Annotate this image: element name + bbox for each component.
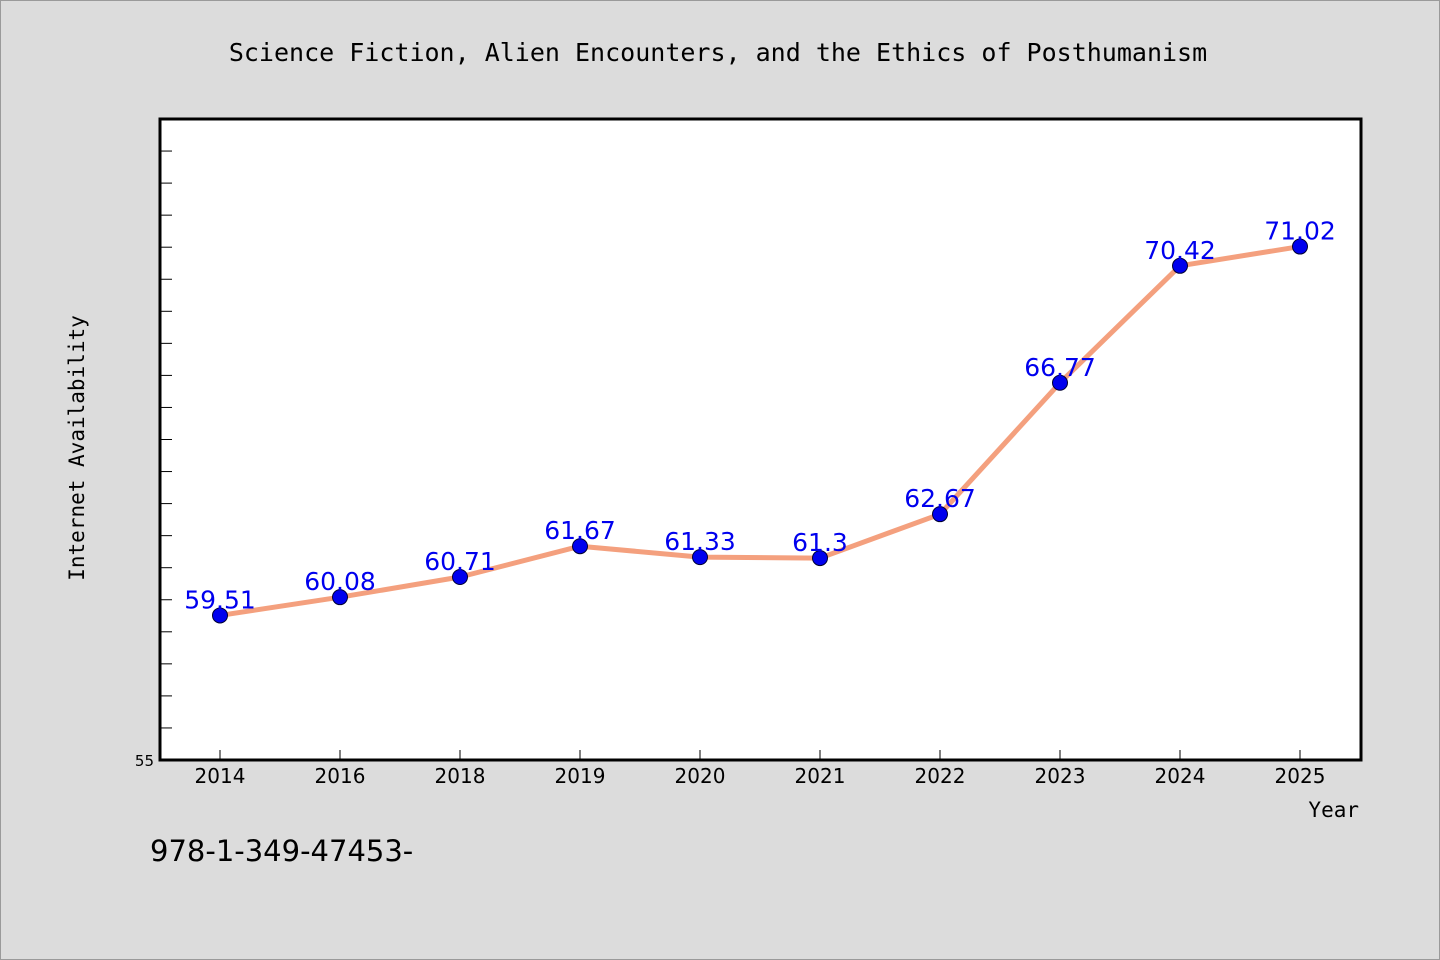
x-tick-label: 2014 bbox=[195, 764, 246, 788]
data-point bbox=[332, 589, 348, 606]
x-axis-label: Year bbox=[1308, 798, 1359, 822]
x-tick-label: 2025 bbox=[1275, 764, 1326, 788]
x-tick-label: 2021 bbox=[795, 764, 846, 788]
data-point bbox=[932, 506, 948, 523]
x-tick-label: 2020 bbox=[675, 764, 726, 788]
data-label: 60.08 bbox=[304, 567, 376, 596]
data-label: 61.33 bbox=[664, 527, 736, 556]
data-label: 61.67 bbox=[544, 516, 616, 545]
y-axis-label: Internet Availability bbox=[65, 315, 89, 581]
series-points bbox=[212, 238, 1308, 624]
data-label: 66.77 bbox=[1024, 353, 1096, 382]
data-point bbox=[212, 607, 228, 624]
series-line bbox=[217, 244, 1303, 618]
series-data-labels: 59.51 60.08 60.71 61.67 61.33 61.3 62.67 66.77 7… bbox=[184, 217, 1336, 615]
x-tick-label: 2022 bbox=[915, 764, 966, 788]
data-point bbox=[1052, 374, 1068, 391]
data-point bbox=[692, 549, 708, 566]
data-label: 59.51 bbox=[184, 585, 256, 614]
x-axis-ticks bbox=[219, 750, 1301, 760]
x-tick-label: 2023 bbox=[1035, 764, 1086, 788]
data-point bbox=[572, 538, 588, 555]
x-tick-label: 2016 bbox=[315, 764, 366, 788]
y-axis-ticks bbox=[160, 150, 172, 729]
data-point bbox=[812, 550, 828, 567]
data-label: 62.67 bbox=[904, 484, 976, 513]
x-tick-label: 2018 bbox=[435, 764, 486, 788]
data-label: 60.71 bbox=[424, 547, 496, 576]
x-tick-label: 2019 bbox=[555, 764, 606, 788]
data-point bbox=[1172, 257, 1188, 274]
chart-title: Science Fiction, Alien Encounters, and t… bbox=[229, 38, 1207, 67]
data-label: 70.42 bbox=[1144, 236, 1216, 265]
x-axis-tick-labels: 2014 2016 2018 2019 2020 2021 2022 2023 2024 2025 bbox=[195, 764, 1326, 788]
data-point bbox=[452, 568, 468, 585]
data-label: 71.02 bbox=[1264, 217, 1336, 246]
data-label: 61.3 bbox=[792, 528, 848, 557]
data-point bbox=[1292, 238, 1308, 255]
x-tick-label: 2024 bbox=[1155, 764, 1206, 788]
footer-isbn-code: 978-1-349-47453- bbox=[150, 834, 414, 868]
y-tick-label-min: 55 bbox=[135, 752, 154, 770]
plot-area bbox=[158, 117, 1363, 762]
